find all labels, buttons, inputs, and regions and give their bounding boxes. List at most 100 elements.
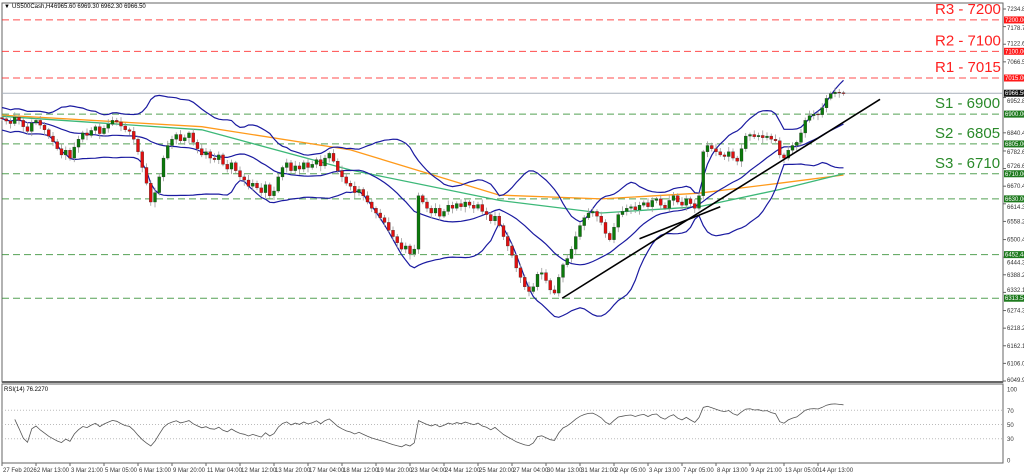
price-tick-label: 7122.60 xyxy=(1007,41,1024,47)
price-tick-label: 6106.00 xyxy=(1007,361,1024,367)
candle-bullish xyxy=(578,225,582,237)
candle-bearish xyxy=(98,126,102,134)
rsi-level-label: 30 xyxy=(1007,437,1014,443)
candle-bearish xyxy=(17,117,21,121)
time-tick-label: 27 Mar 04:00 xyxy=(513,468,549,474)
candle-bearish xyxy=(127,129,132,132)
candle-bearish xyxy=(191,132,195,143)
time-tick-label: 27 Feb 2026 xyxy=(3,468,37,474)
candle-bullish xyxy=(701,151,705,196)
candle-bullish xyxy=(302,162,306,170)
candle-bullish xyxy=(748,134,752,137)
candle-bearish xyxy=(735,157,739,162)
candle-bearish xyxy=(200,148,204,156)
candle-bullish xyxy=(629,206,633,209)
candle-bearish xyxy=(59,148,64,156)
candle-bullish xyxy=(183,137,187,141)
moving-average-fast-line xyxy=(1,115,844,214)
candle-bullish xyxy=(790,145,795,151)
candle-bearish xyxy=(234,162,238,171)
price-tick-label: 6840.40 xyxy=(1007,131,1024,137)
candle-bearish xyxy=(506,236,510,247)
chart-title-arrow-icon[interactable]: ▼ xyxy=(4,4,10,10)
candle-bullish xyxy=(170,139,174,146)
candle-bearish xyxy=(242,176,246,181)
candle-bullish xyxy=(565,258,569,265)
price-tick-label: 6444.30 xyxy=(1007,261,1024,267)
candle-bullish xyxy=(157,176,161,193)
candle-bullish xyxy=(569,248,574,259)
candle-bearish xyxy=(8,120,13,124)
candle-bullish xyxy=(705,145,710,152)
time-tick-label: 19 Mar 20:00 xyxy=(377,468,413,474)
level-price-tag-text: 7200.00 xyxy=(1005,18,1024,24)
candle-bearish xyxy=(149,183,153,203)
trendline[interactable] xyxy=(561,98,881,299)
rsi-level-label: 100 xyxy=(1007,388,1018,394)
candle-bearish xyxy=(837,91,841,94)
level-price-tag xyxy=(1004,110,1024,118)
candle-bearish xyxy=(548,280,552,291)
time-tick-label: 14 Apr 13:00 xyxy=(819,468,854,474)
candle-bearish xyxy=(25,126,30,132)
candle-bullish xyxy=(540,272,544,275)
candle-bearish xyxy=(212,157,217,160)
rsi-level-label: 0 xyxy=(1007,459,1011,465)
candle-bullish xyxy=(174,134,178,140)
candle-bullish xyxy=(166,145,170,159)
bid-price-tag xyxy=(1004,89,1024,97)
candle-bearish xyxy=(782,154,786,159)
price-tick-label: 6218.20 xyxy=(1007,326,1024,332)
candle-bearish xyxy=(259,187,263,193)
time-tick-label: 3 Mar 21:00 xyxy=(71,468,104,474)
time-tick-label: 30 Mar 13:00 xyxy=(547,468,583,474)
candle-bearish xyxy=(459,203,463,207)
candle-bearish xyxy=(680,201,684,206)
candle-bullish xyxy=(582,217,586,226)
candle-bearish xyxy=(225,164,229,170)
symbol-title: US500Cash,H4 xyxy=(12,4,54,10)
candle-bearish xyxy=(489,214,493,222)
candle-bullish xyxy=(625,208,629,212)
candle-bearish xyxy=(387,222,391,231)
time-tick-label: 5 Mar 05:00 xyxy=(105,468,138,474)
candle-bullish xyxy=(64,150,68,156)
candle-bullish xyxy=(433,208,438,214)
candle-bearish xyxy=(0,117,4,119)
candle-bullish xyxy=(204,151,208,156)
candle-bearish xyxy=(769,135,773,140)
price-tick-label: 6274.30 xyxy=(1007,309,1024,315)
candle-bearish xyxy=(55,141,59,149)
bollinger-lower-band xyxy=(1,129,844,318)
candle-bullish xyxy=(739,148,744,162)
candle-bullish xyxy=(620,211,625,215)
candle-bearish xyxy=(336,161,340,171)
candle-bullish xyxy=(327,153,331,159)
time-tick-label: 6 Mar 13:00 xyxy=(139,468,172,474)
candle-bearish xyxy=(365,195,370,203)
candle-bearish xyxy=(633,206,637,211)
trendline[interactable] xyxy=(639,205,721,240)
time-tick-label: 12 Mar 12:00 xyxy=(241,468,277,474)
candle-bullish xyxy=(765,135,769,138)
candle-bearish xyxy=(816,113,820,116)
candle-bearish xyxy=(140,151,144,168)
time-tick-label: 7 Apr 05:00 xyxy=(683,468,714,474)
time-tick-label: 9 Mar 20:00 xyxy=(173,468,206,474)
bollinger-middle-band xyxy=(1,118,844,266)
candle-bearish xyxy=(378,212,382,218)
candle-bullish xyxy=(276,176,280,192)
candle-bearish xyxy=(348,183,353,187)
level-label: S3 - 6710 xyxy=(935,155,1000,172)
time-tick-label: 2 Apr 05:00 xyxy=(615,468,646,474)
candle-bearish xyxy=(646,202,650,207)
candle-bullish xyxy=(616,214,620,228)
candle-bullish xyxy=(535,274,540,287)
candle-bullish xyxy=(803,120,807,134)
time-tick-label: 11 Mar 04:00 xyxy=(207,468,243,474)
level-label: S1 - 6900 xyxy=(935,95,1000,112)
candle-bullish xyxy=(110,120,115,125)
candle-bearish xyxy=(595,211,599,217)
candle-bullish xyxy=(30,122,34,132)
